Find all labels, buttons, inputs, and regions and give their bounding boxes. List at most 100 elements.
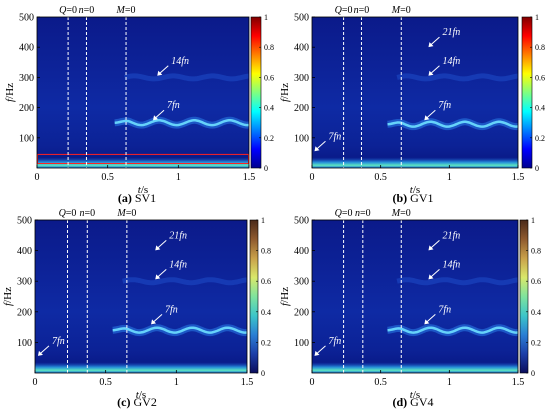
- plot-frame: [34, 219, 248, 374]
- colorbar-tick-label: 0.4: [531, 308, 541, 317]
- annotation-label: 7fn: [328, 131, 341, 142]
- x-tick-label: 1: [176, 172, 181, 183]
- panel-d: Q=0 n=0 M=0 21fn 14fn 7fn 7fn 100 200 300 400 500 0 0…: [279, 208, 541, 409]
- annotation-label: 7fn: [438, 304, 451, 315]
- y-tick-label: 100: [19, 133, 34, 144]
- x-axis-label: t/s: [136, 389, 146, 401]
- y-tick-label: 200: [294, 103, 309, 114]
- annotation-arrowhead: [157, 70, 163, 76]
- annotation-arrowhead: [428, 245, 434, 251]
- annotation-arrow: [426, 109, 436, 119]
- y-tick-label: 300: [294, 277, 309, 288]
- annotation-arrowhead: [153, 115, 159, 121]
- colorbar-tick-label: 1: [535, 13, 539, 22]
- x-axis-label: t/s: [138, 184, 148, 196]
- y-tick-label: 300: [19, 73, 34, 84]
- marker-label: n=0: [354, 5, 370, 16]
- heatmap-texture: [312, 220, 518, 373]
- x-tick-label: 1.5: [241, 377, 254, 388]
- colorbar-tick-label: 0: [264, 164, 268, 173]
- low-frequency-band: [312, 362, 518, 373]
- x-tick-label: 1.5: [243, 172, 256, 183]
- annotation-arrowhead: [424, 115, 430, 121]
- marker-label: n=0: [79, 5, 95, 16]
- colorbar-tick-label: 0.2: [261, 338, 271, 347]
- marker-label: M=0: [116, 5, 136, 16]
- plot-frame: [36, 16, 250, 169]
- colorbar-tick-label: 0.2: [264, 134, 274, 143]
- annotation-arrowhead: [151, 319, 157, 325]
- colorbar-tick-label: 0: [531, 369, 535, 378]
- x-tick-label: 0: [35, 172, 40, 183]
- y-tick-label: 200: [294, 307, 309, 318]
- annotation-arrowhead: [428, 70, 434, 76]
- heatmap-texture: [37, 17, 249, 168]
- y-tick-label: 200: [17, 307, 32, 318]
- harmonic-ridge: [387, 120, 518, 128]
- harmonic-ridge-faint: [396, 73, 518, 82]
- annotation-label: 14fn: [442, 259, 460, 270]
- x-tick-label: 0.5: [101, 172, 114, 183]
- annotation-label: 21fn: [442, 230, 460, 241]
- y-tick-label: 500: [294, 216, 309, 227]
- marker-label: Q=0: [335, 5, 353, 16]
- harmonic-ridge: [112, 326, 247, 334]
- annotation-label: 21fn: [442, 27, 460, 38]
- x-tick-label: 0: [310, 172, 315, 183]
- annotation-arrow: [158, 65, 169, 75]
- x-axis-label: t/s: [410, 389, 420, 401]
- annotation-label: 21fn: [169, 230, 187, 241]
- low-frequency-band: [312, 157, 518, 168]
- annotation-label: 7fn: [438, 100, 451, 111]
- colorbar-tick-label: 0.2: [531, 338, 541, 347]
- annotation-arrow: [430, 36, 440, 46]
- y-tick-label: 400: [294, 43, 309, 54]
- colorbar-tick-label: 0.8: [535, 43, 545, 52]
- x-tick-label: 0.5: [374, 172, 387, 183]
- plot-area-a: [37, 17, 249, 168]
- colorbar-tick-label: 0.8: [531, 247, 541, 256]
- colorbar-tick-label: 0.8: [264, 43, 274, 52]
- colorbar-tick-label: 0.2: [535, 134, 545, 143]
- annotation-arrowhead: [428, 42, 434, 48]
- annotation-arrow: [426, 314, 436, 323]
- panel-caption: (c) GV2: [117, 395, 157, 409]
- annotation-label: 14fn: [171, 56, 189, 67]
- marker-label: n=0: [355, 208, 371, 219]
- colorbar: [250, 16, 262, 169]
- annotation-arrowhead: [424, 319, 430, 325]
- colorbar-tick-label: 0: [535, 164, 539, 173]
- plot-area-b: [312, 17, 518, 168]
- plot-area-d: [312, 220, 518, 373]
- colorbar: [521, 16, 533, 169]
- annotation-label: 14fn: [442, 56, 460, 67]
- x-tick-label: 0: [310, 377, 315, 388]
- x-tick-label: 1.5: [512, 172, 525, 183]
- colorbar-tick-label: 0.4: [264, 104, 274, 113]
- colorbar-tick-label: 0.6: [264, 73, 274, 82]
- y-tick-label: 100: [294, 133, 309, 144]
- harmonic-ridge: [387, 326, 518, 334]
- y-axis-label: f/Hz: [2, 287, 14, 306]
- annotation-arrowhead: [428, 274, 434, 280]
- x-tick-label: 1: [447, 377, 452, 388]
- y-axis-label: f/Hz: [279, 287, 291, 306]
- colorbar-tick-label: 0: [261, 369, 265, 378]
- y-tick-label: 100: [294, 338, 309, 349]
- low-frequency-band: [37, 157, 249, 168]
- harmonic-ridge: [114, 119, 249, 127]
- annotation-arrow: [430, 269, 440, 278]
- highlight-box: [37, 153, 249, 164]
- y-axis-label: f/Hz: [4, 83, 16, 102]
- plot-frame: [311, 16, 519, 169]
- y-tick-label: 200: [19, 103, 34, 114]
- marker-label: M=0: [391, 5, 411, 16]
- y-tick-label: 500: [294, 13, 309, 24]
- x-tick-label: 0: [33, 377, 38, 388]
- y-tick-label: 400: [19, 43, 34, 54]
- x-axis-label: t/s: [410, 184, 420, 196]
- annotation-arrow: [430, 239, 440, 249]
- plot-frame: [311, 219, 519, 374]
- annotation-arrow: [156, 269, 167, 278]
